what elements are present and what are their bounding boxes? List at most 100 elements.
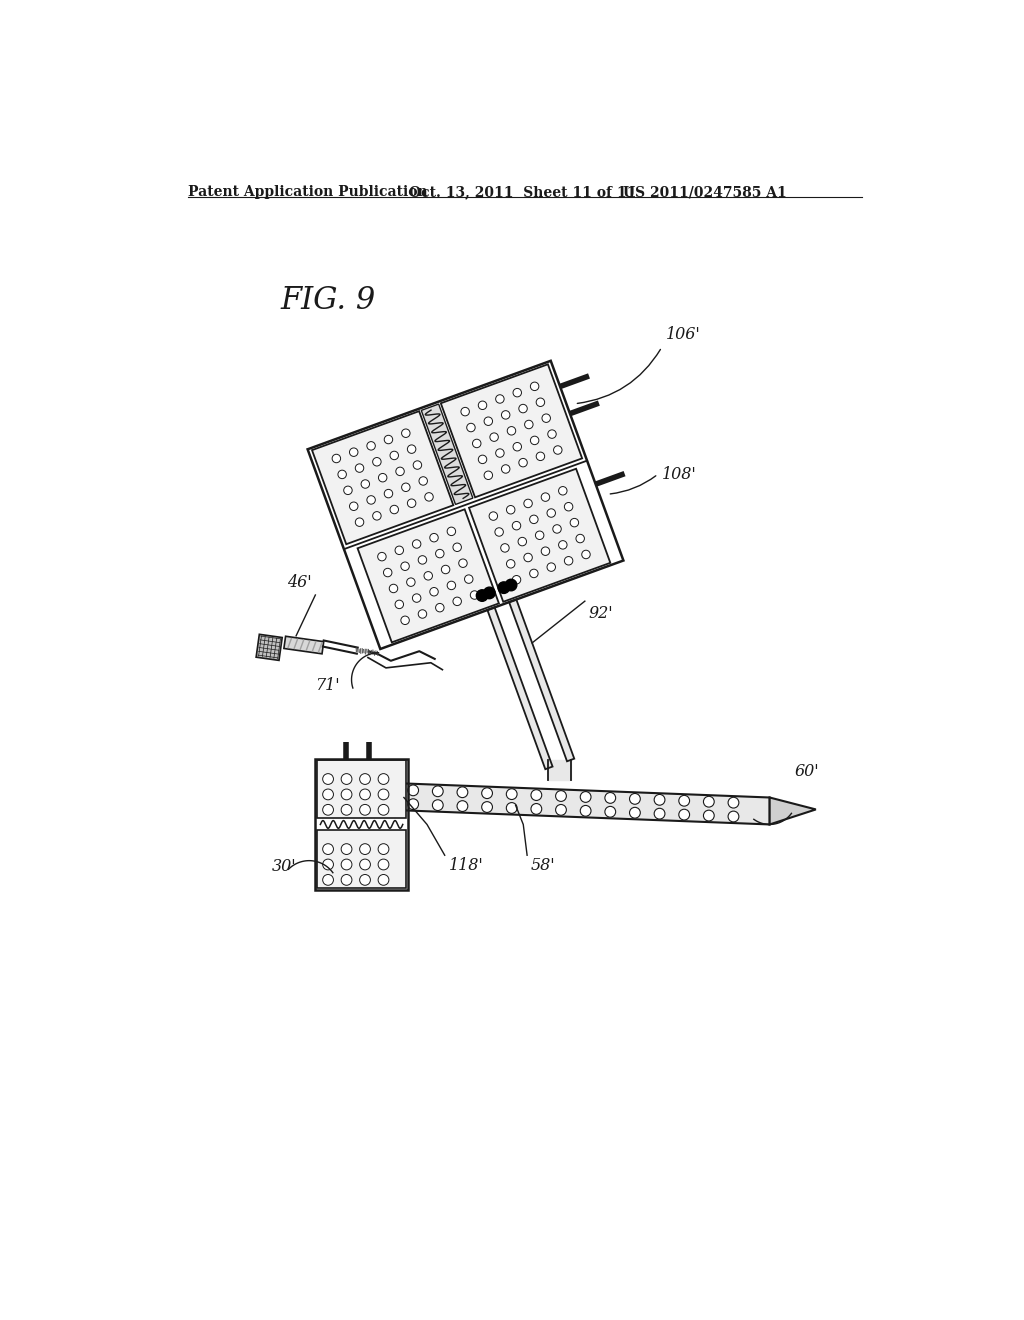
Polygon shape xyxy=(306,640,310,651)
Circle shape xyxy=(556,791,566,801)
Circle shape xyxy=(484,417,493,425)
Circle shape xyxy=(349,502,358,511)
Text: 92': 92' xyxy=(589,605,613,622)
Circle shape xyxy=(355,463,364,473)
Circle shape xyxy=(341,843,352,854)
Text: Oct. 13, 2011  Sheet 11 of 11: Oct. 13, 2011 Sheet 11 of 11 xyxy=(410,185,637,199)
Bar xyxy=(317,830,406,887)
Circle shape xyxy=(418,610,427,618)
Circle shape xyxy=(630,808,640,818)
Polygon shape xyxy=(288,638,292,648)
Circle shape xyxy=(359,774,371,784)
Circle shape xyxy=(379,474,387,482)
Circle shape xyxy=(484,471,493,479)
Circle shape xyxy=(506,789,517,800)
Circle shape xyxy=(505,579,517,591)
Circle shape xyxy=(408,499,416,507)
Circle shape xyxy=(359,789,371,800)
Circle shape xyxy=(542,492,550,502)
Circle shape xyxy=(519,404,527,413)
Circle shape xyxy=(378,875,389,886)
Circle shape xyxy=(389,585,397,593)
Circle shape xyxy=(408,445,416,453)
Circle shape xyxy=(512,576,521,583)
Circle shape xyxy=(495,528,504,536)
Polygon shape xyxy=(469,469,610,602)
Circle shape xyxy=(378,789,389,800)
Circle shape xyxy=(654,808,665,818)
Circle shape xyxy=(413,594,421,602)
Circle shape xyxy=(496,449,504,457)
Circle shape xyxy=(679,809,689,820)
Circle shape xyxy=(378,552,386,561)
Circle shape xyxy=(341,774,352,784)
Circle shape xyxy=(332,454,341,463)
Circle shape xyxy=(502,465,510,473)
Circle shape xyxy=(542,414,551,422)
Circle shape xyxy=(341,804,352,816)
Circle shape xyxy=(355,517,364,527)
Bar xyxy=(315,759,409,890)
Circle shape xyxy=(341,875,352,886)
Circle shape xyxy=(496,395,504,403)
Circle shape xyxy=(413,540,421,548)
Circle shape xyxy=(395,546,403,554)
Circle shape xyxy=(361,479,370,488)
Text: 30': 30' xyxy=(271,858,296,875)
Circle shape xyxy=(396,467,404,475)
Circle shape xyxy=(537,399,545,407)
Circle shape xyxy=(513,388,521,397)
Circle shape xyxy=(459,558,467,568)
Text: 71': 71' xyxy=(315,677,340,694)
Circle shape xyxy=(457,801,468,812)
Circle shape xyxy=(441,565,450,574)
Circle shape xyxy=(373,512,381,520)
Circle shape xyxy=(323,804,334,816)
Circle shape xyxy=(703,810,714,821)
Circle shape xyxy=(529,569,539,578)
Circle shape xyxy=(512,521,521,529)
Circle shape xyxy=(430,587,438,597)
Circle shape xyxy=(323,789,334,800)
Circle shape xyxy=(359,875,371,886)
Circle shape xyxy=(537,451,545,461)
Bar xyxy=(317,760,406,817)
Circle shape xyxy=(390,506,398,513)
Circle shape xyxy=(408,799,419,809)
Text: 106': 106' xyxy=(666,326,700,343)
Circle shape xyxy=(432,785,443,797)
Circle shape xyxy=(530,381,539,391)
Circle shape xyxy=(400,562,410,570)
Circle shape xyxy=(323,875,334,886)
Circle shape xyxy=(418,556,427,564)
Circle shape xyxy=(323,859,334,870)
Circle shape xyxy=(524,499,532,508)
Circle shape xyxy=(359,843,371,854)
Circle shape xyxy=(507,506,515,513)
Circle shape xyxy=(553,525,561,533)
Circle shape xyxy=(470,591,479,599)
Circle shape xyxy=(383,797,394,809)
Circle shape xyxy=(400,616,410,624)
Circle shape xyxy=(605,807,615,817)
Circle shape xyxy=(413,461,422,470)
Text: 118': 118' xyxy=(449,857,483,874)
Circle shape xyxy=(498,582,510,594)
Circle shape xyxy=(373,458,381,466)
Circle shape xyxy=(481,801,493,812)
Circle shape xyxy=(524,420,534,429)
Circle shape xyxy=(558,541,567,549)
Circle shape xyxy=(383,569,392,577)
Circle shape xyxy=(447,581,456,590)
Circle shape xyxy=(341,789,352,800)
Text: FIG. 9: FIG. 9 xyxy=(281,285,376,317)
Circle shape xyxy=(605,792,615,804)
Circle shape xyxy=(461,408,469,416)
Circle shape xyxy=(582,550,590,558)
Circle shape xyxy=(524,553,532,562)
Circle shape xyxy=(570,519,579,527)
Circle shape xyxy=(519,458,527,467)
Circle shape xyxy=(349,447,358,457)
Circle shape xyxy=(432,800,443,810)
Circle shape xyxy=(630,793,640,804)
